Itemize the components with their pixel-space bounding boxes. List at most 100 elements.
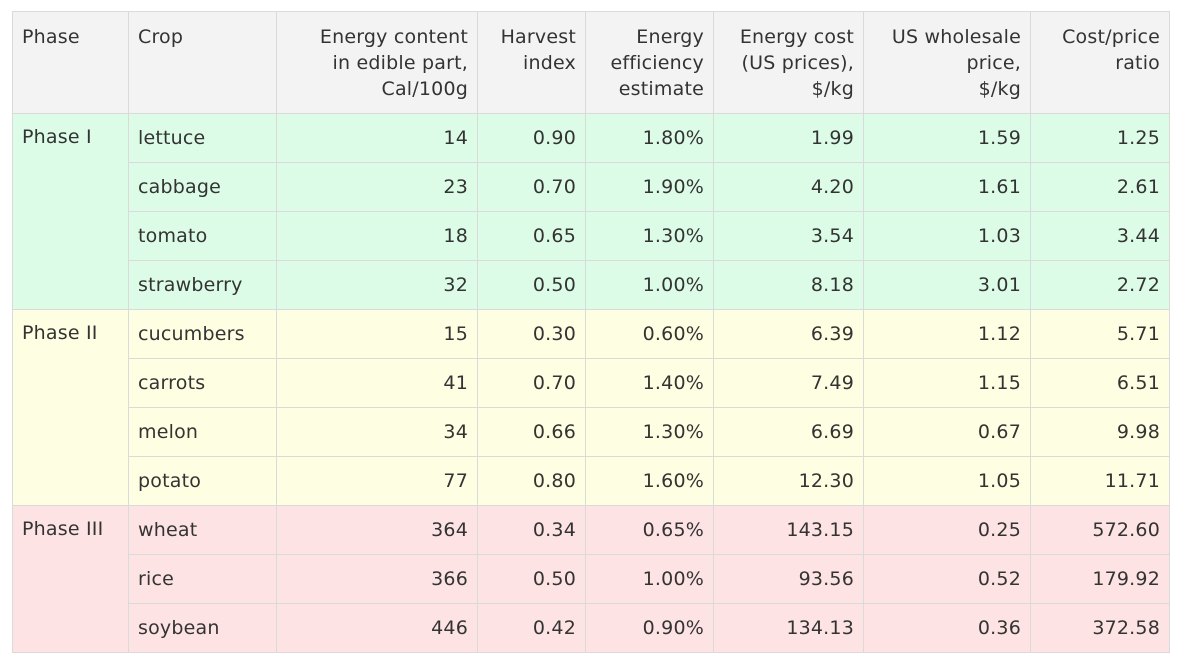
header-harvest-index: Harvest index: [477, 11, 586, 114]
energy-cost-cell: 1.99: [713, 113, 864, 163]
energy-cost-cell: 6.69: [713, 407, 864, 457]
cost-price-ratio-cell: 179.92: [1030, 554, 1170, 604]
header-energy-content: Energy content in edible part, Cal/100g: [276, 11, 478, 114]
wholesale-price-cell: 1.15: [863, 358, 1031, 408]
wholesale-price-cell: 0.52: [863, 554, 1031, 604]
harvest-index-cell: 0.30: [477, 309, 586, 359]
crop-energy-table: Phase Crop Energy content in edible part, Ca…: [12, 11, 1170, 653]
table-row: potato 77 0.80 1.60% 12.30 1.05 11.71: [12, 456, 1170, 506]
cost-price-ratio-cell: 6.51: [1030, 358, 1170, 408]
header-text-line: price,: [966, 52, 1021, 74]
table-header: Phase Crop Energy content in edible part, Ca…: [12, 11, 1170, 114]
header-text-line: (US prices),: [741, 52, 854, 74]
crop-cell: wheat: [128, 505, 277, 555]
cost-price-ratio-cell: 2.72: [1030, 260, 1170, 310]
harvest-index-cell: 0.70: [477, 162, 586, 212]
energy-efficiency-cell: 1.30%: [585, 211, 714, 261]
wholesale-price-cell: 1.61: [863, 162, 1031, 212]
harvest-index-cell: 0.80: [477, 456, 586, 506]
table-row: melon 34 0.66 1.30% 6.69 0.67 9.98: [12, 407, 1170, 457]
energy-cost-cell: 143.15: [713, 505, 864, 555]
phase-cell: Phase I: [12, 113, 129, 310]
cost-price-ratio-cell: 11.71: [1030, 456, 1170, 506]
energy-content-cell: 23: [276, 162, 478, 212]
header-text-line: Harvest: [500, 26, 576, 48]
harvest-index-cell: 0.34: [477, 505, 586, 555]
phase-cell: Phase III: [12, 505, 129, 653]
wholesale-price-cell: 0.67: [863, 407, 1031, 457]
energy-content-cell: 366: [276, 554, 478, 604]
harvest-index-cell: 0.65: [477, 211, 586, 261]
energy-cost-cell: 3.54: [713, 211, 864, 261]
cost-price-ratio-cell: 572.60: [1030, 505, 1170, 555]
energy-efficiency-cell: 1.60%: [585, 456, 714, 506]
header-cost-price-ratio: Cost/price ratio: [1030, 11, 1170, 114]
crop-cell: rice: [128, 554, 277, 604]
wholesale-price-cell: 3.01: [863, 260, 1031, 310]
cost-price-ratio-cell: 3.44: [1030, 211, 1170, 261]
crop-cell: lettuce: [128, 113, 277, 163]
header-text-line: Cal/100g: [381, 78, 468, 100]
energy-efficiency-cell: 1.80%: [585, 113, 714, 163]
harvest-index-cell: 0.70: [477, 358, 586, 408]
header-text-line: Energy cost: [739, 26, 854, 48]
header-text-line: in edible part,: [332, 52, 468, 74]
header-text-line: Energy content: [319, 26, 468, 48]
wholesale-price-cell: 0.25: [863, 505, 1031, 555]
header-text-line: Phase: [22, 26, 80, 48]
crop-cell: potato: [128, 456, 277, 506]
cost-price-ratio-cell: 1.25: [1030, 113, 1170, 163]
table-row: carrots 41 0.70 1.40% 7.49 1.15 6.51: [12, 358, 1170, 408]
crop-cell: soybean: [128, 603, 277, 653]
cost-price-ratio-cell: 9.98: [1030, 407, 1170, 457]
energy-content-cell: 18: [276, 211, 478, 261]
header-text-line: estimate: [618, 78, 704, 100]
header-text-line: $/kg: [978, 78, 1021, 100]
energy-cost-cell: 6.39: [713, 309, 864, 359]
energy-content-cell: 77: [276, 456, 478, 506]
cost-price-ratio-cell: 2.61: [1030, 162, 1170, 212]
energy-efficiency-cell: 1.00%: [585, 260, 714, 310]
harvest-index-cell: 0.50: [477, 554, 586, 604]
wholesale-price-cell: 1.59: [863, 113, 1031, 163]
crop-cell: melon: [128, 407, 277, 457]
header-text-line: efficiency: [610, 52, 704, 74]
phase-cell: Phase II: [12, 309, 129, 506]
table-row: Phase III wheat 364 0.34 0.65% 143.15 0.25 572.…: [12, 505, 1170, 653]
energy-efficiency-cell: 0.90%: [585, 603, 714, 653]
energy-efficiency-cell: 0.60%: [585, 309, 714, 359]
wholesale-price-cell: 0.36: [863, 603, 1031, 653]
header-row: Phase Crop Energy content in edible part, Ca…: [12, 11, 1170, 114]
table-row: tomato 18 0.65 1.30% 3.54 1.03 3.44: [12, 211, 1170, 261]
energy-cost-cell: 12.30: [713, 456, 864, 506]
wholesale-price-cell: 1.05: [863, 456, 1031, 506]
cost-price-ratio-cell: 5.71: [1030, 309, 1170, 359]
crop-cell: cabbage: [128, 162, 277, 212]
harvest-index-cell: 0.66: [477, 407, 586, 457]
table-row: strawberry 32 0.50 1.00% 8.18 3.01 2.72: [12, 260, 1170, 310]
table-row: rice 366 0.50 1.00% 93.56 0.52 179.92: [12, 554, 1170, 604]
crop-cell: carrots: [128, 358, 277, 408]
energy-efficiency-cell: 1.40%: [585, 358, 714, 408]
energy-content-cell: 15: [276, 309, 478, 359]
table-row: cabbage 23 0.70 1.90% 4.20 1.61 2.61: [12, 162, 1170, 212]
header-wholesale-price: US wholesale price, $/kg: [863, 11, 1031, 114]
header-text-line: Energy: [636, 26, 704, 48]
header-energy-efficiency: Energy efficiency estimate: [585, 11, 714, 114]
energy-cost-cell: 134.13: [713, 603, 864, 653]
energy-cost-cell: 8.18: [713, 260, 864, 310]
energy-content-cell: 364: [276, 505, 478, 555]
wholesale-price-cell: 1.12: [863, 309, 1031, 359]
harvest-index-cell: 0.90: [477, 113, 586, 163]
header-text-line: Cost/price: [1062, 26, 1160, 48]
cost-price-ratio-cell: 372.58: [1030, 603, 1170, 653]
crop-cell: strawberry: [128, 260, 277, 310]
wholesale-price-cell: 1.03: [863, 211, 1031, 261]
header-text-line: index: [523, 52, 576, 74]
energy-content-cell: 14: [276, 113, 478, 163]
energy-cost-cell: 4.20: [713, 162, 864, 212]
header-text-line: Crop: [138, 26, 184, 48]
crop-cell: tomato: [128, 211, 277, 261]
